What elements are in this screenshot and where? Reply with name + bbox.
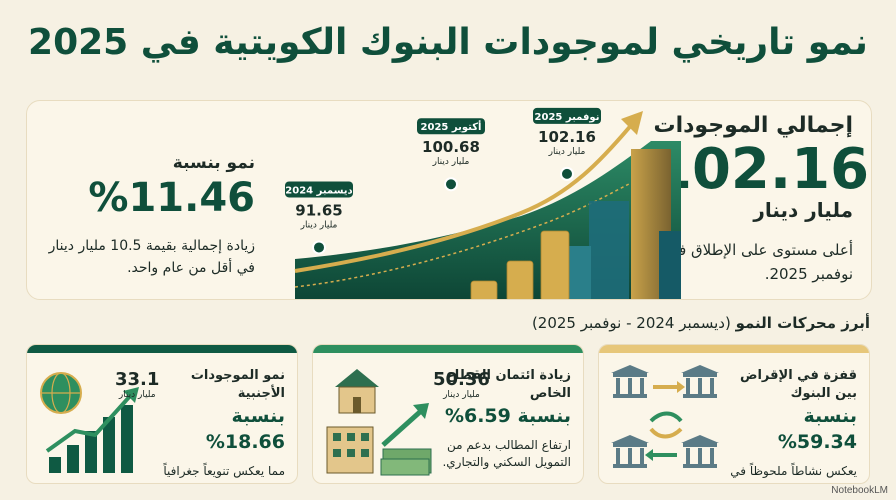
card-description: ارتفاع المطالب بدعم من التمويل السكني وا… [442, 438, 571, 469]
footer-brand: NotebookLM [831, 485, 888, 496]
card-accent-bar [313, 345, 583, 353]
coin-stacks-icon [470, 230, 570, 299]
chart-value-label: 102.16 [538, 128, 596, 146]
growth-label: نمو بنسبة [172, 153, 255, 173]
page-title: نمو تاريخي لموجودات البنوك الكويتية في 2… [28, 22, 868, 63]
card-title: قفزة في الإقراض بين البنوك [739, 368, 857, 401]
arrow-head-icon [621, 111, 643, 135]
growth-note: زيادة إجمالية بقيمة 10.5 مليار دينار في … [48, 238, 255, 276]
chart-unit-label: مليار دينار [548, 147, 586, 157]
card-description: يعكس نشاطاً ملحوظاً في إدارة السيولة داخ… [729, 464, 857, 483]
stat-unit: مليار دينار [118, 390, 156, 400]
total-assets-value: 102.16 [653, 137, 870, 202]
chart-date-tag [285, 181, 353, 198]
chart-unit-label: مليار دينار [432, 157, 470, 167]
hero-panel: إجمالي الموجودات 102.16 مليار دينار أعلى… [26, 100, 872, 300]
chart-unit-label: مليار دينار [300, 220, 338, 230]
driver-card-foreign-assets: نمو الموجودات الأجنبية بنسبة 18.66% مما … [26, 344, 298, 484]
chart-x-label: أكتوبر 2025 [421, 120, 482, 133]
chart-value-label: 91.65 [295, 201, 342, 219]
chart-date-tag [533, 107, 601, 124]
trend-arrow [294, 121, 635, 273]
card-percentage: بنسبة 6.59% [444, 405, 571, 427]
chart-point [560, 166, 574, 181]
total-assets-block: إجمالي الموجودات 102.16 مليار دينار أعلى… [653, 113, 870, 286]
drivers-heading: أبرز محركات النمو [735, 314, 870, 332]
house-building-money-icon [326, 369, 432, 476]
card-title: زيادة ائتمان القطاع الخاص [445, 368, 571, 401]
card-accent-bar [27, 345, 297, 353]
stat-unit: مليار دينار [443, 390, 480, 400]
drivers-title: أبرز محركات النمو (ديسمبر 2024 - نوفمبر … [532, 314, 870, 332]
chart-value-label: 100.68 [422, 138, 480, 156]
bank-network-icon [611, 365, 719, 468]
driver-card-private-credit: زيادة ائتمان القطاع الخاص بنسبة 6.59% ار… [312, 344, 584, 484]
card-title: نمو الموجودات الأجنبية [190, 368, 285, 401]
stat-value: 33.1 [115, 369, 160, 390]
card-percentage: بنسبة 18.66% [205, 405, 285, 453]
card-description: مما يعكس تنويعاً جغرافياً للمحافظ. [163, 464, 285, 483]
total-assets-unit: مليار دينار [753, 198, 853, 222]
drivers-period: (ديسمبر 2024 - نوفمبر 2025) [531, 314, 731, 332]
growth-block: نمو بنسبة %11.46 زيادة إجمالية بقيمة 10.… [45, 153, 255, 279]
chart-x-label: ديسمبر 2024 [285, 185, 352, 196]
foreign-assets-stat: 33.1 مليار دينار [115, 369, 159, 400]
total-assets-label: إجمالي الموجودات [653, 113, 853, 138]
driver-card-interbank: قفزة في الإقراض بين البنوك بنسبة 59.34% … [598, 344, 870, 484]
chart-x-label: نوفمبر 2025 [535, 112, 600, 123]
growth-value: %11.46 [88, 175, 255, 221]
chart-point [312, 240, 326, 255]
chart-point [444, 177, 458, 192]
card-percentage: بنسبة 59.34% [777, 405, 857, 453]
chart-date-tag [417, 118, 485, 135]
globe-bars-icon [40, 372, 139, 473]
total-assets-note: أعلى مستوى على الإطلاق في نوفمبر 2025. [666, 241, 853, 283]
stat-value: 50.36 [433, 369, 490, 390]
card-accent-bar [599, 345, 869, 353]
private-credit-stat: 50.36 مليار دينار [433, 369, 490, 400]
